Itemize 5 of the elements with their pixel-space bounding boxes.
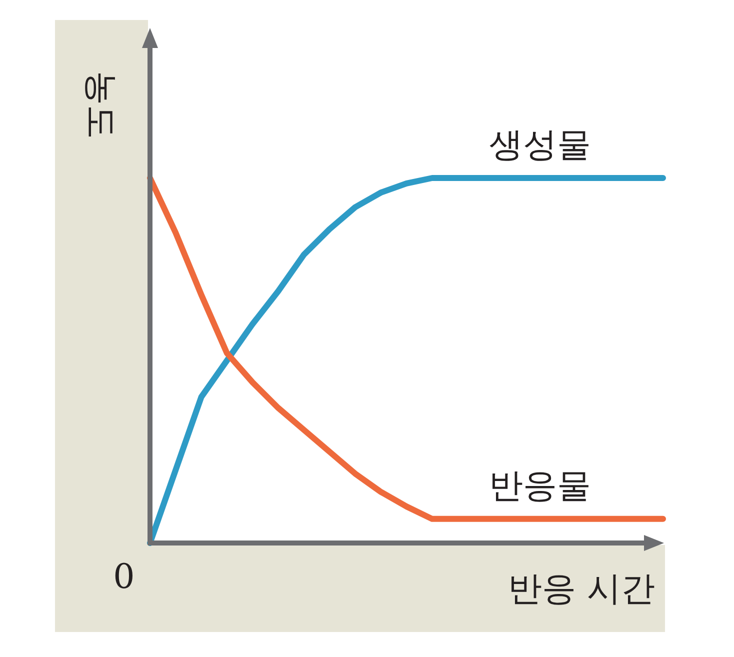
series-label: 생성물 xyxy=(489,125,591,165)
series-label: 반응물 xyxy=(489,466,591,506)
x-axis-title: 반응 시간 xyxy=(508,569,655,609)
y-axis-title: 농도 xyxy=(81,71,121,139)
text: 0 xyxy=(113,557,135,597)
